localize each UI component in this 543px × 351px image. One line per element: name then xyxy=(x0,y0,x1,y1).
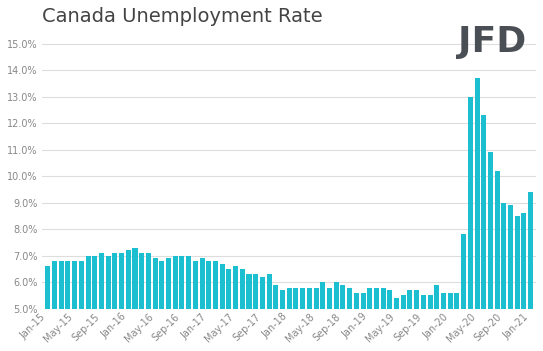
Bar xyxy=(407,290,413,351)
Bar xyxy=(327,287,332,351)
Bar xyxy=(119,253,124,351)
Bar xyxy=(307,287,312,351)
Bar xyxy=(72,261,77,351)
Bar xyxy=(132,248,137,351)
Bar xyxy=(59,261,64,351)
Bar xyxy=(52,261,57,351)
Bar xyxy=(280,290,285,351)
Bar xyxy=(226,269,231,351)
Bar xyxy=(106,256,111,351)
Bar xyxy=(273,285,279,351)
Bar xyxy=(414,290,419,351)
Bar xyxy=(461,234,466,351)
Bar xyxy=(528,192,533,351)
Bar xyxy=(99,253,104,351)
Bar xyxy=(421,296,426,351)
Bar xyxy=(199,258,205,351)
Text: JFD: JFD xyxy=(458,25,527,59)
Bar xyxy=(179,256,185,351)
Bar xyxy=(367,287,372,351)
Bar xyxy=(508,205,513,351)
Bar xyxy=(153,258,157,351)
Bar xyxy=(233,266,238,351)
Bar xyxy=(186,256,191,351)
Bar xyxy=(347,287,352,351)
Bar xyxy=(354,293,359,351)
Bar xyxy=(45,266,50,351)
Bar xyxy=(495,171,500,351)
Bar xyxy=(287,287,292,351)
Bar xyxy=(334,282,339,351)
Bar xyxy=(92,256,97,351)
Bar xyxy=(267,274,272,351)
Bar xyxy=(521,213,527,351)
Bar xyxy=(173,256,178,351)
Bar xyxy=(260,277,265,351)
Bar xyxy=(481,115,487,351)
Bar xyxy=(394,298,399,351)
Bar xyxy=(85,256,91,351)
Bar xyxy=(447,293,453,351)
Bar xyxy=(112,253,117,351)
Bar xyxy=(434,285,439,351)
Bar xyxy=(501,203,507,351)
Bar xyxy=(293,287,299,351)
Bar xyxy=(220,264,225,351)
Bar xyxy=(454,293,459,351)
Bar xyxy=(313,287,319,351)
Bar xyxy=(401,296,406,351)
Bar xyxy=(159,261,165,351)
Bar xyxy=(65,261,71,351)
Bar xyxy=(193,261,198,351)
Bar xyxy=(253,274,258,351)
Bar xyxy=(515,216,520,351)
Bar xyxy=(79,261,84,351)
Bar xyxy=(441,293,446,351)
Bar xyxy=(387,290,393,351)
Bar xyxy=(166,258,171,351)
Bar xyxy=(247,274,251,351)
Bar xyxy=(427,296,433,351)
Bar xyxy=(475,78,479,351)
Bar xyxy=(300,287,305,351)
Bar xyxy=(146,253,151,351)
Bar xyxy=(213,261,218,351)
Bar xyxy=(374,287,379,351)
Bar xyxy=(206,261,211,351)
Bar xyxy=(340,285,345,351)
Text: Canada Unemployment Rate: Canada Unemployment Rate xyxy=(42,7,323,26)
Bar xyxy=(240,269,245,351)
Bar xyxy=(361,293,365,351)
Bar xyxy=(468,97,473,351)
Bar xyxy=(320,282,325,351)
Bar xyxy=(139,253,144,351)
Bar xyxy=(126,250,131,351)
Bar xyxy=(488,152,493,351)
Bar xyxy=(381,287,386,351)
